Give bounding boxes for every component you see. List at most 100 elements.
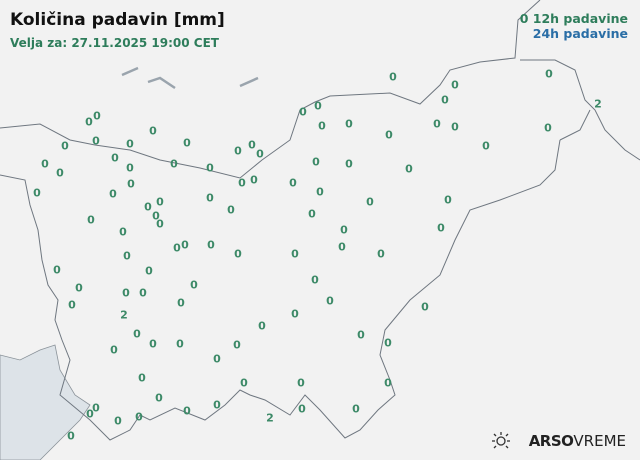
station-value: 0: [86, 407, 94, 421]
station-value: 0: [405, 162, 413, 176]
station-value: 0: [133, 327, 141, 341]
station-value: 0: [183, 136, 191, 150]
station-value: 0: [234, 144, 242, 158]
station-value: 0: [233, 338, 241, 352]
station-value: 0: [291, 247, 299, 261]
station-value: 0: [127, 177, 135, 191]
station-value: 0: [92, 134, 100, 148]
station-value: 0: [451, 78, 459, 92]
station-value: 0: [67, 429, 75, 443]
station-value: 0: [357, 328, 365, 342]
sun-weather-icon: [491, 432, 510, 449]
arso-logo[interactable]: ARSOVREME: [491, 432, 626, 450]
logo-product: VREME: [573, 432, 626, 450]
station-value: 0: [149, 337, 157, 351]
station-value: 0: [326, 294, 334, 308]
station-value: 0: [152, 209, 160, 223]
station-value: 0: [93, 109, 101, 123]
station-value: 0: [366, 195, 374, 209]
station-value: 0: [145, 264, 153, 278]
station-value: 0: [149, 124, 157, 138]
station-value: 0: [545, 67, 553, 81]
station-value: 0: [135, 410, 143, 424]
station-value: 0: [312, 155, 320, 169]
station-value: 0: [298, 402, 306, 416]
station-value: 0: [238, 176, 246, 190]
station-value: 0: [207, 238, 215, 252]
legend-24h: 24h padavine: [532, 26, 628, 41]
station-value: 0: [227, 203, 235, 217]
station-value: 0: [111, 151, 119, 165]
station-value: 0: [318, 119, 326, 133]
station-value: 0: [173, 241, 181, 255]
station-value: 0: [75, 281, 83, 295]
station-value: 0: [240, 376, 248, 390]
station-value: 0: [109, 187, 117, 201]
lake: [121, 66, 139, 77]
station-value: 0: [122, 286, 130, 300]
station-value: 0: [338, 240, 346, 254]
station-value: 0: [61, 139, 69, 153]
station-value: 0: [297, 376, 305, 390]
station-value: 0: [213, 352, 221, 366]
station-value: 0: [451, 120, 459, 134]
station-value: 0: [289, 176, 297, 190]
station-value: 0: [384, 376, 392, 390]
station-value: 0: [190, 278, 198, 292]
station-value: 0: [389, 70, 397, 84]
station-value: 0: [385, 128, 393, 142]
station-value: 0: [139, 286, 147, 300]
legend-sample-value: 0: [519, 11, 529, 26]
station-value: 0: [316, 185, 324, 199]
station-value: 0: [308, 207, 316, 221]
station-value: 0: [144, 200, 152, 214]
station-value: 0: [53, 263, 61, 277]
lake: [147, 76, 176, 90]
station-value: 2: [120, 308, 128, 322]
station-value: 0: [256, 147, 264, 161]
station-value: 0: [421, 300, 429, 314]
station-value: 0: [437, 221, 445, 235]
station-value: 0: [377, 247, 385, 261]
station-value: 0: [258, 319, 266, 333]
station-value: 0: [544, 121, 552, 135]
station-value: 0: [311, 273, 319, 287]
station-value: 0: [384, 336, 392, 350]
station-value: 0: [433, 117, 441, 131]
station-value: 0: [123, 249, 131, 263]
station-value: 0: [314, 99, 322, 113]
station-value: 0: [250, 173, 258, 187]
station-value: 2: [266, 411, 274, 425]
station-value: 0: [206, 191, 214, 205]
station-value: 0: [92, 401, 100, 415]
station-value: 0: [181, 238, 189, 252]
legend-12h: 12h padavine: [532, 11, 628, 26]
station-value: 0: [177, 296, 185, 310]
station-value: 0: [345, 117, 353, 131]
station-value: 0: [183, 404, 191, 418]
station-value: 0: [291, 307, 299, 321]
station-value: 2: [594, 97, 602, 111]
lake: [239, 76, 259, 88]
map-title: Količina padavin [mm]: [10, 10, 225, 30]
sea: [0, 344, 91, 460]
station-value: 0: [248, 138, 256, 152]
station-value: 0: [138, 371, 146, 385]
legend: 0 12h padavine 24h padavine: [520, 11, 628, 41]
station-value: 0: [114, 414, 122, 428]
station-value: 0: [352, 402, 360, 416]
station-value: 0: [56, 166, 64, 180]
station-value: 0: [33, 186, 41, 200]
station-value: 0: [176, 337, 184, 351]
station-value: 0: [234, 247, 242, 261]
station-value: 0: [340, 223, 348, 237]
station-value: 0: [126, 137, 134, 151]
station-value: 0: [155, 391, 163, 405]
station-value: 0: [119, 225, 127, 239]
station-value: 0: [213, 398, 221, 412]
station-value: 0: [206, 161, 214, 175]
station-value: 0: [110, 343, 118, 357]
station-value: 0: [299, 105, 307, 119]
station-value: 0: [444, 193, 452, 207]
